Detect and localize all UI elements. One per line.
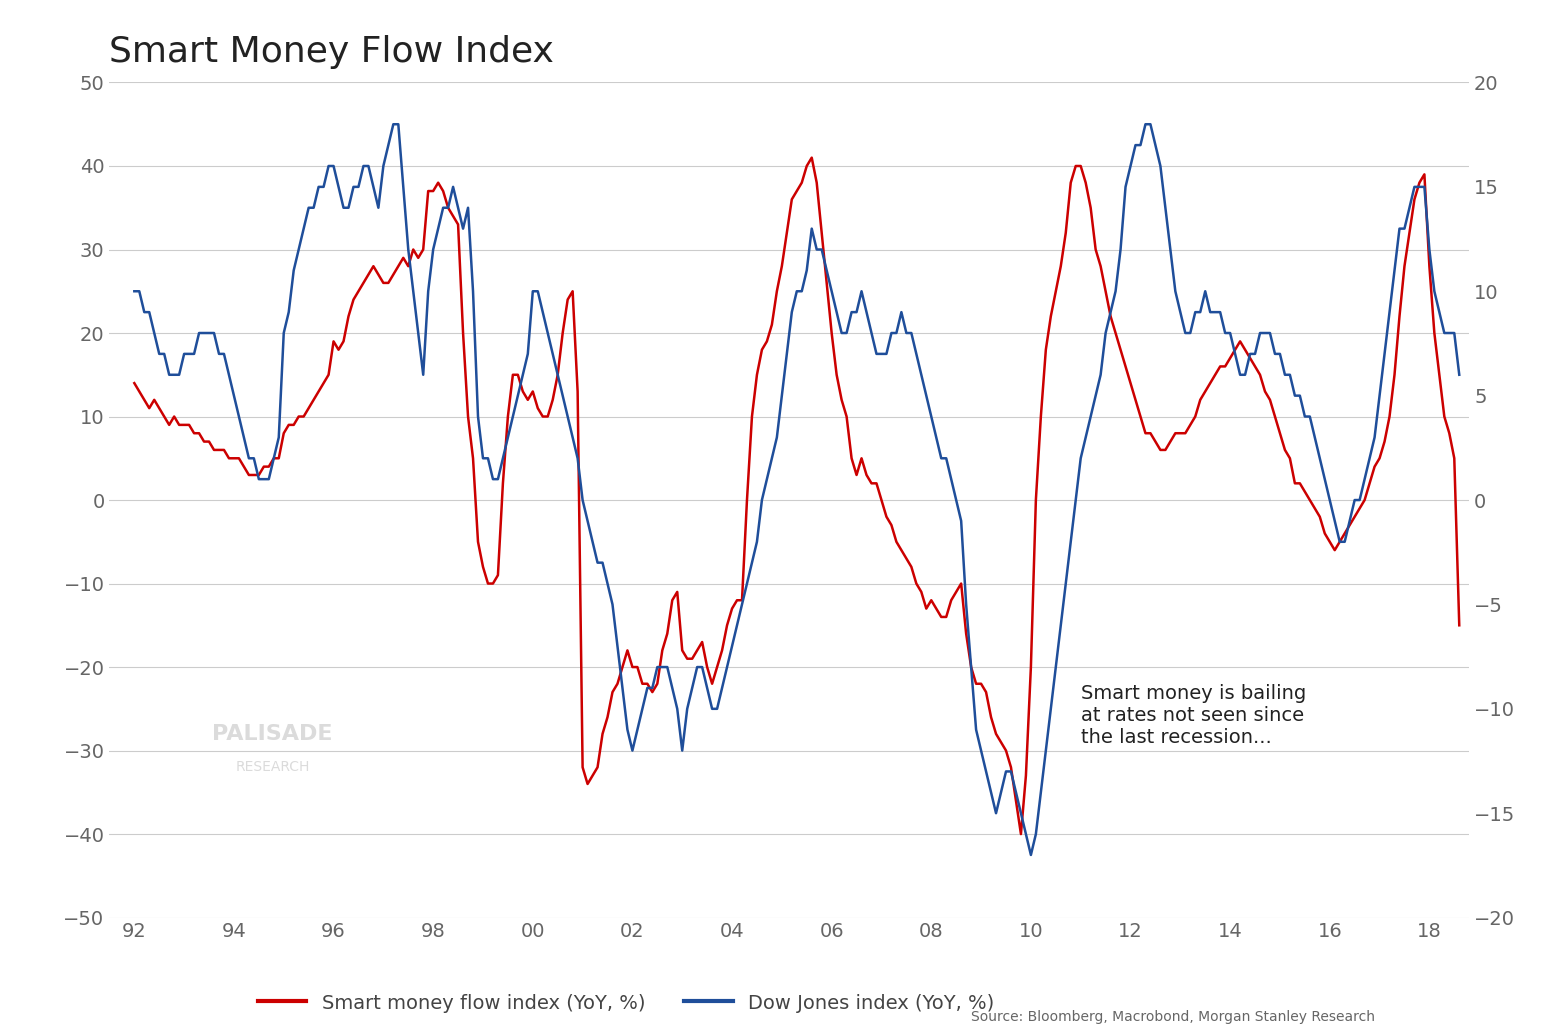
Text: PALISADE: PALISADE xyxy=(213,724,333,743)
Text: Smart Money Flow Index: Smart Money Flow Index xyxy=(109,35,555,69)
Text: Smart money is bailing
at rates not seen since
the last recession...: Smart money is bailing at rates not seen… xyxy=(1080,684,1307,746)
Text: RESEARCH: RESEARCH xyxy=(236,760,309,774)
Legend: Smart money flow index (YoY, %), Dow Jones index (YoY, %): Smart money flow index (YoY, %), Dow Jon… xyxy=(250,986,1002,1021)
Text: Source: Bloomberg, Macrobond, Morgan Stanley Research: Source: Bloomberg, Macrobond, Morgan Sta… xyxy=(972,1009,1375,1024)
